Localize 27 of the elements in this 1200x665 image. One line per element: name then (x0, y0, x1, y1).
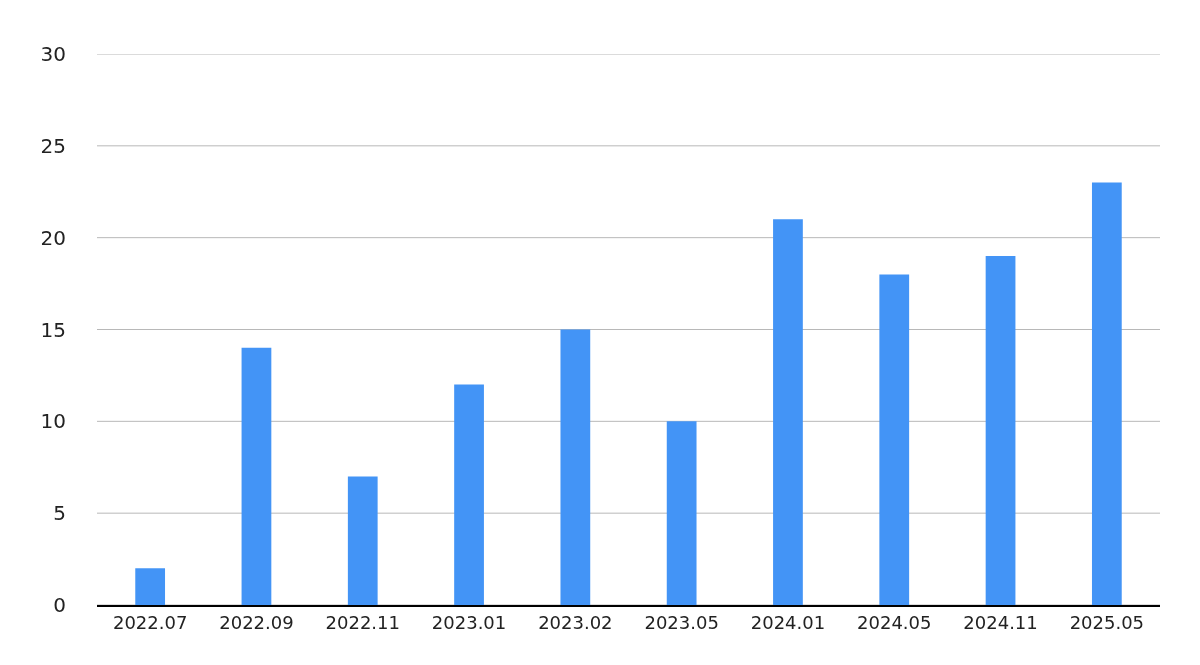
x-tick-label: 2022.09 (219, 611, 294, 633)
x-tick-label: 2023.01 (431, 611, 507, 633)
y-tick-label: 5 (53, 501, 66, 526)
y-tick-label: 25 (40, 133, 66, 158)
x-tick-label: 2022.11 (325, 611, 400, 633)
x-tick-label: 2024.01 (750, 611, 826, 633)
y-tick-label: 30 (40, 42, 66, 66)
bar (1091, 182, 1122, 605)
bar (454, 384, 484, 605)
bar (241, 347, 272, 605)
bar (666, 421, 697, 605)
x-tick-label: 2025.05 (1069, 611, 1145, 633)
x-tick-label: 2024.11 (963, 611, 1038, 633)
y-tick-label: 20 (40, 225, 66, 250)
bar (773, 219, 803, 605)
x-tick-label: 2023.05 (644, 611, 719, 633)
bar (560, 329, 591, 605)
y-tick-label: 10 (40, 409, 66, 434)
bar (985, 256, 1016, 605)
y-tick-label: 15 (40, 317, 66, 342)
bar (135, 568, 166, 605)
bar (879, 274, 910, 605)
x-tick-label: 2023.02 (538, 611, 613, 633)
y-tick-label: 0 (53, 593, 66, 617)
x-tick-label: 2022.07 (112, 611, 188, 633)
bar (347, 476, 378, 605)
x-tick-label: 2024.05 (857, 611, 932, 633)
